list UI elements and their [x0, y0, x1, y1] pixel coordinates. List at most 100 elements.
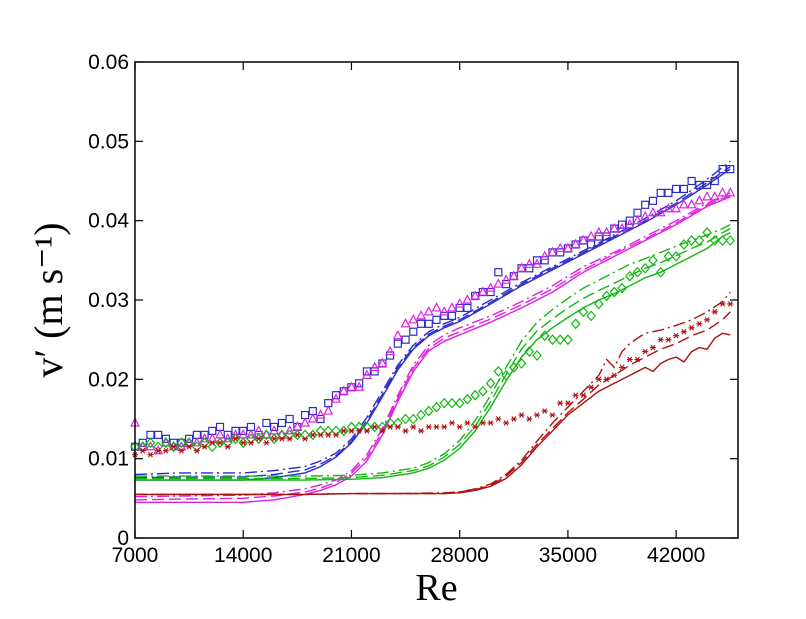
data-point-blue-squares — [695, 180, 704, 190]
data-point-green-diamonds — [663, 250, 674, 262]
data-point-magenta-triangles — [253, 425, 264, 435]
data-point-magenta-triangles — [578, 234, 589, 245]
data-point-blue-squares — [702, 180, 712, 190]
data-point-magenta-triangles — [323, 405, 334, 415]
data-point-darkred-stars — [479, 420, 486, 426]
data-point-darkred-stars — [657, 336, 664, 343]
data-point-blue-squares — [679, 184, 688, 194]
data-point-magenta-triangles — [315, 409, 326, 419]
data-point-magenta-triangles — [485, 282, 496, 292]
data-point-magenta-triangles — [702, 191, 713, 201]
data-point-darkred-stars — [278, 435, 285, 442]
data-point-magenta-triangles — [369, 361, 380, 372]
data-point-darkred-stars — [557, 400, 564, 406]
data-point-green-diamonds — [524, 346, 535, 357]
data-point-magenta-triangles — [439, 306, 450, 316]
data-point-darkred-stars — [456, 424, 463, 430]
data-point-blue-squares — [262, 418, 271, 428]
data-point-magenta-triangles — [184, 437, 195, 447]
data-point-darkred-stars — [193, 447, 200, 454]
data-point-green-diamonds — [400, 413, 411, 425]
data-point-darkred-stars — [162, 447, 169, 454]
data-point-magenta-triangles — [655, 206, 666, 217]
data-point-darkred-stars — [526, 416, 533, 422]
data-point-magenta-triangles — [586, 230, 597, 241]
data-point-green-diamonds — [431, 401, 442, 413]
data-point-green-diamonds — [694, 235, 705, 246]
data-point-green-diamonds — [594, 298, 604, 310]
data-point-darkred-stars — [363, 428, 370, 434]
data-point-green-diamonds — [485, 377, 496, 389]
data-point-darkred-stars — [325, 432, 332, 438]
data-point-darkred-stars — [255, 435, 262, 442]
data-point-darkred-stars — [495, 416, 502, 422]
axis-ticks: 7000 14000 21000 28000 35000 42000 0 0.01 0.02 0.… — [88, 51, 738, 567]
series-line-darkred-dashed — [135, 311, 731, 496]
data-point-green-diamonds — [501, 369, 511, 381]
data-point-magenta-triangles — [647, 206, 658, 217]
y-tick-label: 0.01 — [88, 448, 129, 471]
data-point-magenta-triangles — [168, 440, 179, 451]
data-point-magenta-triangles — [408, 314, 419, 324]
data-point-darkred-stars — [704, 316, 711, 323]
data-point-darkred-stars — [595, 376, 602, 383]
series-line-blue-solid — [135, 168, 731, 481]
data-point-blue-squares — [540, 256, 549, 265]
data-point-green-diamonds — [269, 433, 279, 445]
data-point-darkred-stars — [201, 443, 208, 450]
data-point-darkred-stars — [680, 328, 687, 335]
data-point-magenta-triangles — [516, 262, 527, 272]
data-point-darkred-stars — [588, 384, 595, 391]
data-point-darkred-stars — [673, 332, 680, 339]
data-point-green-diamonds — [454, 397, 465, 409]
data-point-green-diamonds — [338, 425, 349, 437]
data-point-darkred-stars — [564, 400, 571, 406]
data-point-darkred-stars — [696, 320, 703, 327]
data-point-magenta-triangles — [717, 187, 728, 197]
data-point-magenta-triangles — [725, 187, 736, 197]
data-point-magenta-triangles — [570, 238, 581, 249]
series-line-darkred-solid — [135, 332, 731, 496]
data-point-blue-squares — [494, 268, 503, 277]
data-point-green-diamonds — [478, 385, 488, 397]
data-point-green-diamonds — [238, 437, 249, 449]
data-point-green-diamonds — [493, 365, 504, 377]
data-point-green-diamonds — [601, 290, 612, 302]
data-point-magenta-triangles — [624, 218, 635, 229]
data-point-green-diamonds — [578, 306, 589, 318]
data-point-green-diamonds — [539, 330, 550, 342]
data-point-blue-squares — [617, 220, 627, 229]
data-point-blue-squares — [556, 248, 565, 257]
data-point-magenta-triangles — [284, 425, 295, 435]
data-point-magenta-triangles — [686, 199, 697, 209]
series-line-blue-dashed — [134, 166, 731, 479]
data-point-blue-squares — [362, 367, 372, 376]
data-point-darkred-stars — [534, 412, 540, 418]
y-tick-label: 0.06 — [88, 51, 129, 74]
data-point-green-diamonds — [168, 441, 179, 453]
data-point-darkred-stars — [186, 443, 193, 450]
data-point-green-diamonds — [686, 235, 697, 246]
data-point-magenta-triangles — [539, 250, 550, 260]
data-point-darkred-stars — [727, 301, 734, 307]
data-point-green-diamonds — [509, 362, 519, 373]
data-point-blue-squares — [409, 327, 418, 336]
data-point-blue-squares — [393, 339, 402, 348]
data-point-magenta-triangles — [501, 274, 512, 284]
data-point-darkred-stars — [642, 348, 649, 355]
data-point-magenta-triangles — [532, 258, 542, 268]
data-point-darkred-stars — [155, 447, 162, 454]
data-point-blue-squares — [424, 319, 433, 328]
data-point-darkred-stars — [464, 420, 471, 426]
data-point-green-diamonds — [702, 227, 712, 238]
data-point-magenta-triangles — [385, 345, 396, 356]
data-point-blue-squares — [416, 319, 426, 328]
data-point-magenta-triangles — [609, 222, 620, 233]
data-point-darkred-stars — [217, 439, 224, 446]
data-point-magenta-triangles — [137, 440, 148, 451]
data-point-magenta-triangles — [477, 286, 488, 296]
data-point-green-diamonds — [547, 334, 558, 346]
data-point-blue-squares — [486, 287, 495, 297]
data-point-green-diamonds — [423, 405, 434, 417]
